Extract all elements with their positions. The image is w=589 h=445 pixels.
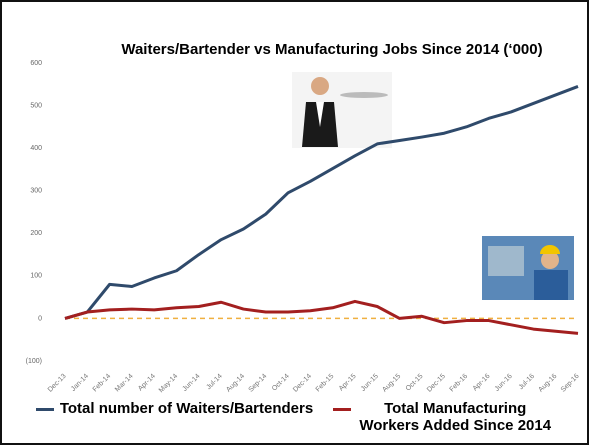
y-tick-label: 600 <box>30 60 42 67</box>
y-tick-label: 500 <box>30 102 42 109</box>
x-tick-label: Oct-14 <box>271 373 291 393</box>
x-tick-label: Dec-13 <box>47 373 68 394</box>
legend-label: Total number of Waiters/Bartenders <box>59 400 314 417</box>
x-tick-label: Mar-14 <box>114 373 135 394</box>
x-tick-label: Jun-14 <box>181 373 201 393</box>
x-tick-label: Aug-14 <box>225 373 246 394</box>
series-line <box>64 85 579 320</box>
y-tick-label: 200 <box>30 230 42 237</box>
x-tick-label: Dec-15 <box>426 373 447 394</box>
x-tick-label: May-14 <box>158 373 180 395</box>
x-tick-label: Sep-14 <box>248 373 269 394</box>
x-tick-label: Feb-16 <box>449 373 470 394</box>
x-tick-label: Feb-14 <box>92 373 113 394</box>
legend-label: Total Manufacturing Workers Added Since … <box>359 400 552 434</box>
y-tick-label: 400 <box>30 145 42 152</box>
legend-swatch <box>35 408 54 411</box>
x-tick-label: Jun-16 <box>494 373 514 393</box>
x-tick-label: Jan-14 <box>70 373 90 393</box>
y-tick-label: 0 <box>38 315 42 322</box>
worker-illustration <box>482 236 574 300</box>
legend-swatch <box>333 408 352 411</box>
legend-item: Total Manufacturing Workers Added Since … <box>333 400 553 434</box>
series-line <box>64 299 579 335</box>
x-tick-label: Aug-15 <box>381 373 402 394</box>
y-tick-label: 300 <box>30 188 42 195</box>
x-tick-label: Jun-15 <box>360 373 380 393</box>
y-tick-label: 100 <box>30 273 42 280</box>
legend: Total number of Waiters/Bartenders Total … <box>12 400 577 434</box>
x-tick-label: Jul-16 <box>518 373 537 392</box>
x-tick-label: Apr-14 <box>137 373 157 393</box>
x-tick-label: Dec-14 <box>292 373 313 394</box>
x-tick-label: Sep-16 <box>560 373 581 394</box>
x-tick-label: Feb-15 <box>315 373 336 394</box>
x-tick-label: Apr-16 <box>472 373 492 393</box>
y-tick-label: (100) <box>26 358 42 365</box>
chart-title: Waiters/Bartender vs Manufacturing Jobs … <box>121 41 542 58</box>
x-tick-label: Oct-15 <box>405 373 425 393</box>
waiter-illustration <box>292 72 392 148</box>
x-tick-label: Aug-16 <box>537 373 558 394</box>
x-tick-label: Jul-14 <box>205 373 224 392</box>
legend-item: Total number of Waiters/Bartenders <box>35 400 314 434</box>
x-tick-label: Apr-15 <box>338 373 358 393</box>
